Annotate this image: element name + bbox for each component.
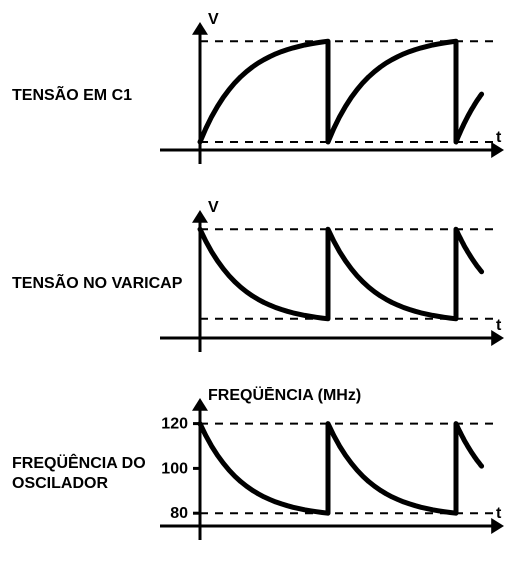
y-tick-label: 120	[161, 416, 188, 433]
waveform-tensao-varicap	[200, 229, 482, 319]
waveform-tensao-c1	[200, 41, 482, 142]
y-axis-label: V	[208, 11, 219, 28]
x-axis-label: t	[496, 505, 502, 522]
y-axis-label: FREQÜĒNCIA (MHz)	[208, 385, 361, 404]
y-tick-label: 80	[170, 505, 188, 522]
waveform-freq-oscilador	[200, 424, 482, 514]
panel-label-tensao-c1: TENSÃO EM C1	[12, 84, 132, 104]
x-axis-label: t	[496, 129, 502, 146]
panel-label-freq-oscilador: FREQÜÊNCIA DOOSCILADOR	[12, 453, 146, 492]
x-axis-label: t	[496, 317, 502, 334]
y-axis-label: V	[208, 199, 219, 216]
panel-label-tensao-varicap: TENSÃO NO VARICAP	[12, 272, 183, 292]
y-tick-label: 100	[161, 460, 188, 477]
